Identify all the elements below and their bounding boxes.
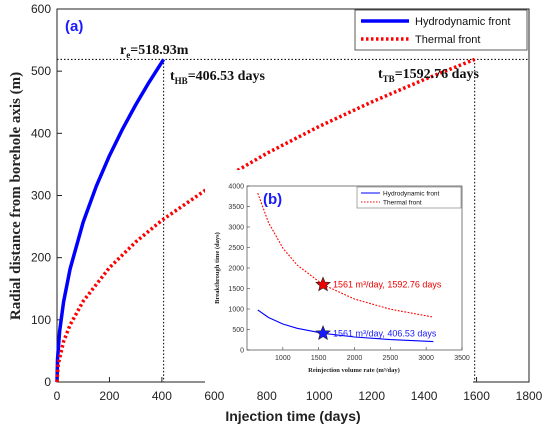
inset-legend: Hydrodynamic front Thermal front [356,186,462,209]
thb-value: =406.53 days [188,69,266,84]
main-x-tick-label: 1800 [516,389,543,403]
inset-panel: 1000 1500 2000 2500 3000 3500 0 500 1000 1500 2000… [205,170,473,390]
hydro-marker-star [315,325,331,341]
main-y-tick-label: 300 [31,189,51,203]
main-series-group [55,57,476,383]
panel-b-label: (b) [263,191,282,208]
ttb-annotation: tTB=1592.76 days [378,67,479,84]
main-x-tick-label: 200 [99,389,119,403]
legend-thermal-label: Thermal front [415,34,480,46]
inset-x-tick-label: 1500 [311,355,327,362]
main-y-axis-label: Radial distance from borehole axis (m) [8,72,24,320]
main-x-axis-label: Injection time (days) [225,408,360,424]
main-x-tick-label: 1000 [306,389,333,403]
inset-thermal-line [257,192,434,318]
re-annotation: re=518.93m [120,43,189,60]
inset-x-tick-label: 2500 [383,355,399,362]
legend-hydro-label: Hydrodynamic front [415,16,510,28]
inset-plot-frame [246,185,463,351]
thermal-marker-star [315,276,331,292]
inset-x-tick-label: 3000 [418,355,434,362]
inset-axis-ticks: 1000 1500 2000 2500 3000 3500 0 500 1000 1500 2000… [228,184,469,363]
main-legend-box [354,9,528,51]
main-legend: Hydrodynamic front Thermal front [354,9,528,51]
main-axis-ticks: 0 200 400 600 800 1000 1200 1400 1600 1800 0 100 200… [31,2,543,403]
main-x-tick-label: 400 [152,389,172,403]
inset-y-tick-label: 500 [232,327,244,334]
inset-y-tick-label: 3000 [228,225,244,232]
inset-y-axis-label: Breakthrough time (days) [214,232,221,304]
inset-x-tick-label: 2000 [347,355,363,362]
inset-legend-box [356,186,462,209]
main-x-tick-label: 600 [204,389,224,403]
main-y-tick-label: 0 [44,375,51,389]
re-value: =518.93m [130,43,188,58]
ttb-main: t [378,67,383,82]
thb-sub: HB [175,76,188,86]
inset-y-tick-label: 2500 [228,245,244,252]
re-sub: e [126,50,130,60]
main-x-tick-label: 1400 [411,389,438,403]
main-x-tick-label: 1600 [463,389,490,403]
inset-y-tick-label: 4000 [228,184,244,191]
inset-legend-hydro-label: Hydrodynamic front [383,191,440,198]
hydro-marker-label: 1561 m³/day, 406.53 days [333,328,437,338]
ttb-sub: TB [383,74,395,84]
ttb-value: =1592.76 days [395,67,480,82]
hydrodynamic-front-line [55,58,166,383]
inset-x-axis-label: Reinjection volume rate (m³/day) [308,367,400,374]
inset-legend-thermal-label: Thermal front [383,200,422,207]
main-y-tick-label: 500 [31,64,51,78]
main-y-tick-label: 100 [31,313,51,327]
inset-y-tick-label: 3500 [228,204,244,211]
main-x-tick-label: 0 [54,389,61,403]
inset-series-group [257,192,434,343]
inset-markers-group: 1561 m³/day, 406.53 days 1561 m³/day, 159… [315,276,442,341]
thb-annotation: tHB=406.53 days [170,69,265,86]
re-main: r [120,43,126,58]
inset-y-tick-label: 0 [240,348,244,355]
main-y-tick-label: 200 [31,251,51,265]
main-y-tick-label: 400 [31,126,51,140]
main-x-tick-label: 800 [257,389,277,403]
inset-y-tick-label: 1000 [228,307,244,314]
inset-x-tick-label: 1000 [275,355,291,362]
inset-y-tick-label: 2000 [228,266,244,273]
panel-a-label: (a) [65,18,83,35]
thermal-front-line [55,57,476,383]
inset-hydrodynamic-line [257,309,434,343]
inset-y-tick-label: 1500 [228,286,244,293]
thermal-marker-label: 1561 m³/day, 1592.76 days [333,280,442,290]
main-y-tick-label: 600 [31,2,51,16]
main-x-tick-label: 1200 [358,389,385,403]
inset-x-tick-label: 3500 [454,355,470,362]
thb-main: t [170,69,175,84]
